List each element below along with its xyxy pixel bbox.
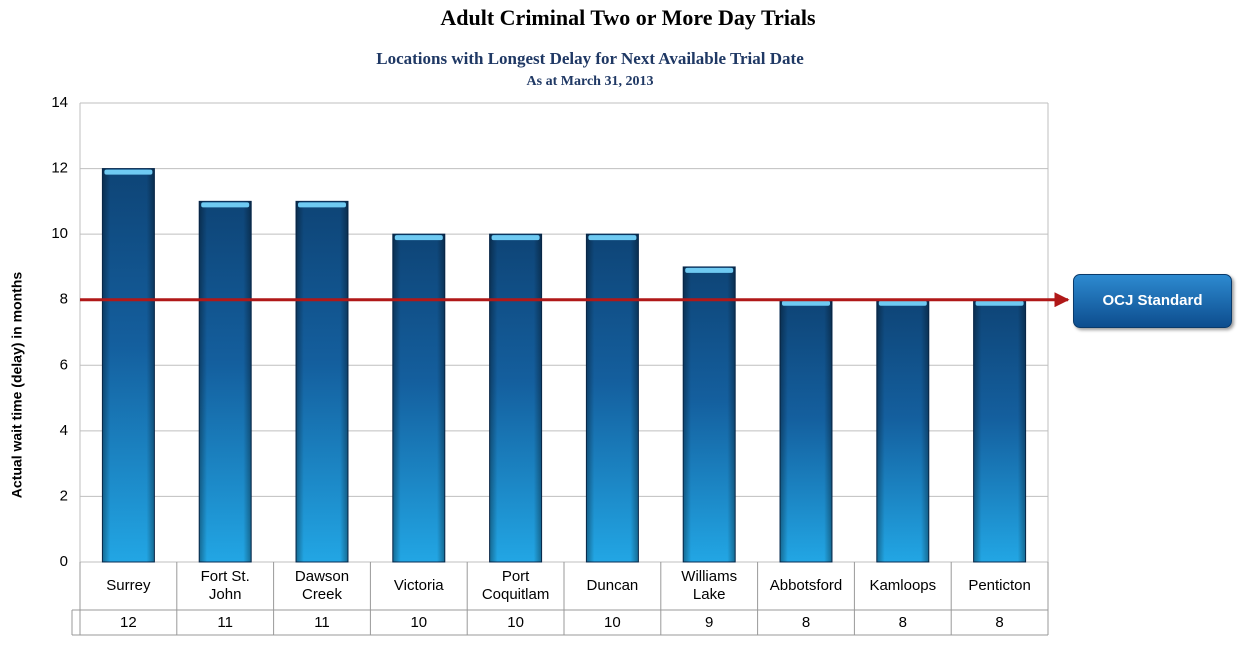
bar-shade: [683, 266, 736, 562]
x-tick-label: Kamloops: [869, 577, 937, 594]
bar-cap: [782, 300, 830, 306]
bar-shade: [876, 299, 929, 562]
chart-title: Adult Criminal Two or More Day Trials: [440, 5, 816, 30]
x-tick-label: Penticton: [968, 577, 1031, 594]
bar-shade: [199, 201, 252, 562]
bar-cap: [298, 202, 346, 208]
y-tick-label: 6: [60, 356, 68, 373]
table-value: 12: [120, 613, 137, 631]
table-value: 11: [314, 613, 330, 631]
x-tick-label: Duncan: [586, 577, 639, 594]
y-tick-label: 14: [51, 94, 68, 111]
bar-cap: [588, 235, 637, 241]
bar-cap: [975, 300, 1024, 306]
y-tick-label: 8: [60, 291, 68, 308]
bar-shade: [586, 234, 639, 562]
x-tick-label: Fort St. John: [200, 568, 250, 603]
bar-shade: [102, 168, 155, 563]
y-tick-label: 10: [51, 225, 68, 242]
table-value: 8: [995, 613, 1004, 631]
bar-shade: [296, 201, 348, 562]
x-tick-label: Surrey: [106, 577, 151, 594]
bar-cap: [394, 235, 443, 241]
bar-cap: [878, 300, 927, 306]
table-value: 11: [217, 613, 233, 631]
table-value: 8: [801, 613, 811, 631]
bar-cap: [104, 169, 153, 175]
y-tick-label: 2: [60, 487, 68, 504]
x-tick-label: Victoria: [393, 577, 444, 594]
table-value: 10: [604, 613, 621, 631]
bar-shade: [489, 234, 542, 562]
bar-shade: [973, 299, 1026, 562]
date-note: As at March 31, 2013: [527, 74, 654, 89]
bar-cap: [201, 202, 250, 208]
y-tick-label: 12: [51, 160, 68, 177]
y-axis-label: Actual wait time (delay) in months: [9, 272, 25, 499]
bar-cap: [685, 267, 734, 273]
x-tick-label: Port Coquitlam: [481, 568, 550, 603]
x-tick-label: Dawson Creek: [294, 568, 350, 603]
x-tick-label: Williams Lake: [681, 568, 738, 603]
x-tick-label: Abbotsford: [769, 577, 843, 594]
bar-cap: [491, 235, 540, 241]
bar-shade: [780, 299, 832, 562]
table-value: 8: [898, 613, 907, 631]
table-value: 10: [507, 613, 524, 631]
reference-label: OCJ Standard: [1073, 273, 1232, 328]
table-value: 9: [705, 613, 714, 631]
y-tick-label: 0: [60, 553, 68, 570]
table-value: 10: [410, 613, 428, 631]
chart-subtitle: Locations with Longest Delay for Next Av…: [376, 49, 804, 68]
y-tick-label: 4: [60, 422, 68, 439]
bar-shade: [392, 234, 445, 562]
